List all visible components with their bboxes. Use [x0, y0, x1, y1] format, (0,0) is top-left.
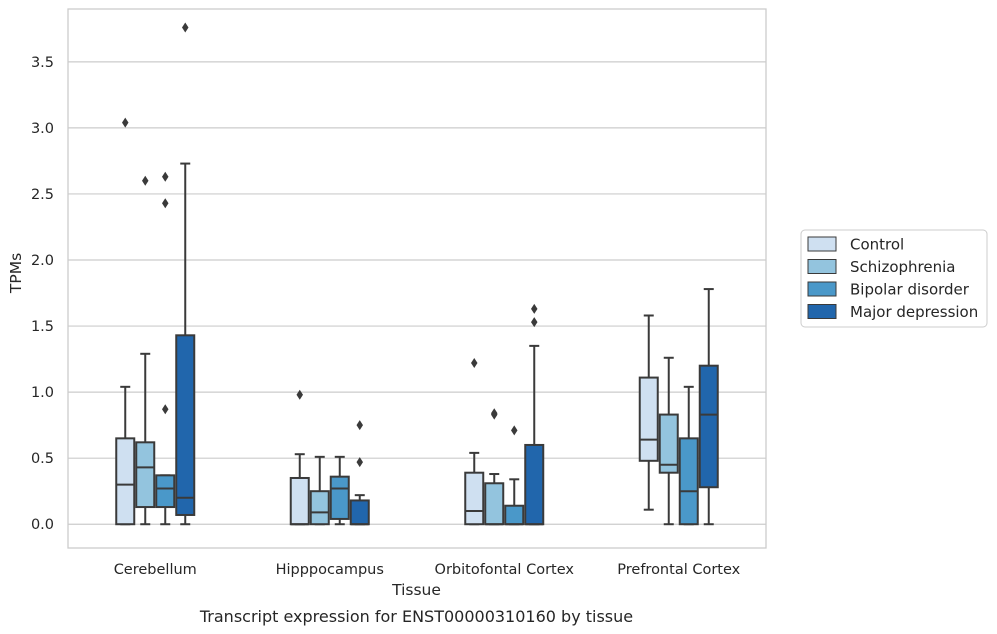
box-group [524, 303, 545, 526]
y-tick-label: 3.5 [31, 55, 54, 71]
legend-label: Major depression [850, 303, 978, 321]
box-rect [638, 376, 659, 462]
box-group [309, 455, 330, 526]
x-tick-label: Orbitofontal Cortex [435, 562, 575, 578]
x-tick-label: Cerebellum [114, 562, 197, 578]
box-rect [464, 471, 485, 526]
box-group [638, 314, 659, 511]
y-tick-label: 0.5 [31, 451, 54, 467]
outlier-point [142, 175, 149, 186]
y-tick-labels: 0.0 0.5 1.0 1.5 2.0 2.5 3.0 3.5 [31, 55, 54, 533]
box-group [658, 356, 679, 526]
box-group [329, 455, 350, 526]
box-group [115, 117, 136, 526]
box-rect [504, 504, 525, 526]
outlier-point [471, 358, 478, 369]
outlier-point [511, 425, 518, 436]
box-rect [678, 437, 699, 526]
y-tick-label: 2.0 [31, 253, 54, 269]
box-rect [135, 441, 156, 509]
x-tick-label: Hipppocampus [276, 562, 384, 578]
legend-swatch [807, 281, 837, 297]
box-group [504, 425, 525, 526]
outlier-point [356, 420, 363, 431]
y-tick-label: 2.5 [31, 187, 54, 203]
legend-swatch [807, 236, 837, 252]
box-rect [698, 364, 719, 489]
outlier-point [122, 117, 129, 128]
box-group [175, 22, 196, 526]
box-group [464, 358, 485, 526]
box-group [155, 171, 176, 526]
outlier-point [491, 408, 498, 419]
legend-box [800, 229, 988, 328]
outlier-point [162, 198, 169, 209]
y-tick-label: 1.0 [31, 385, 54, 401]
box-rect [289, 476, 310, 526]
legend: Control Schizophrenia Bipolar disorder Majo… [800, 229, 988, 328]
box-group [349, 420, 370, 526]
box-rect [349, 499, 370, 526]
legend-label: Control [850, 236, 904, 254]
outlier-point [162, 171, 169, 182]
x-tick-label: Prefrontal Cortex [617, 562, 740, 578]
chart-caption: Transcript expression for ENST0000031016… [199, 607, 633, 626]
box-rect [309, 490, 330, 526]
box-rect [115, 437, 136, 526]
y-axis-title: TPMs [7, 253, 25, 294]
legend-swatch [807, 259, 837, 274]
y-tick-label: 0.0 [31, 517, 54, 533]
plot-frame [67, 8, 767, 549]
outlier-point [182, 22, 189, 33]
box-group [678, 385, 699, 526]
box-group [289, 389, 310, 526]
box-group [135, 175, 156, 526]
box-plot-area [115, 22, 719, 526]
box-rect [175, 334, 196, 516]
outlier-point [531, 303, 538, 314]
box-rect [524, 443, 545, 526]
legend-swatch [807, 304, 837, 319]
box-group [484, 408, 505, 526]
box-rect [329, 475, 350, 520]
box-group [698, 288, 719, 526]
box-rect [658, 413, 679, 474]
outlier-point [162, 404, 169, 415]
legend-label: Bipolar disorder [850, 281, 970, 299]
legend-label: Schizophrenia [850, 258, 955, 276]
x-tick-labels: Cerebellum Hipppocampus Orbitofontal Corte… [114, 562, 741, 578]
outlier-point [531, 317, 538, 328]
box-rect [484, 482, 505, 526]
outlier-point [296, 389, 303, 400]
y-tick-label: 1.5 [31, 319, 54, 335]
y-tick-label: 3.0 [31, 121, 54, 137]
x-axis-title: Tissue [391, 581, 441, 599]
outlier-point [356, 457, 363, 468]
box-rect [155, 474, 176, 509]
